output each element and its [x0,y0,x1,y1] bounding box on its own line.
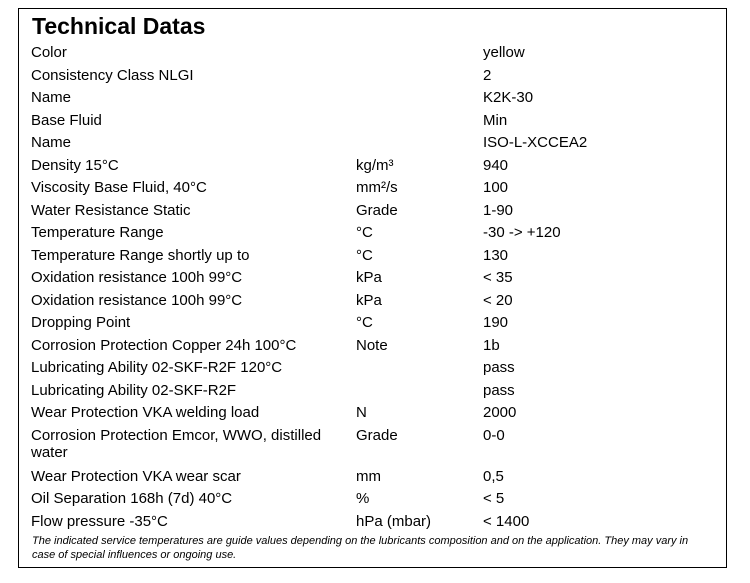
technical-data-table: Color yellow Consistency Class NLGI 2 Name K2… [31,42,721,533]
row-name: Consistency Class NLGI [31,66,194,84]
row-value: yellow [483,44,525,61]
table-row: Wear Protection VKA welding load N 2000 [31,402,721,425]
row-name: Corrosion Protection Copper 24h 100°C [31,336,297,354]
row-value: pass [483,359,515,376]
table-row: Water Resistance Static Grade 1-90 [31,200,721,223]
table-row: Temperature Range °C -30 -> +120 [31,222,721,245]
table-row: Corrosion Protection Emcor, WWO, distill… [31,425,721,465]
table-row: Viscosity Base Fluid, 40°C mm²/s 100 [31,177,721,200]
row-unit: Grade [356,201,398,219]
row-value: 190 [483,314,509,331]
row-value: 1-90 [483,201,514,219]
row-unit: Note [356,336,388,354]
row-value: 0,5 [483,467,504,485]
table-row: Oxidation resistance 100h 99°C kPa < 20 [31,290,721,313]
row-name: Flow pressure -35°C [31,512,168,530]
row-value: 1b [483,336,500,354]
row-value: pass [483,381,515,399]
row-value: 940 [483,156,509,174]
row-value: Min [483,111,508,129]
row-value: 2000 [483,404,517,421]
row-value: < 5 [483,490,505,507]
row-name: Corrosion Protection Emcor, WWO, distill… [31,426,322,461]
row-name: Name [31,134,72,151]
row-unit: hPa (mbar) [356,512,432,530]
table-row: Oxidation resistance 100h 99°C kPa < 35 [31,267,721,290]
row-value: -30 -> +120 [483,224,561,241]
row-unit: Grade [356,426,398,444]
row-name: Viscosity Base Fluid, 40°C [31,179,207,196]
sheet-title: Technical Datas [32,13,206,39]
row-name: Color [31,44,67,61]
row-unit: N [356,404,367,421]
row-value: ISO-L-XCCEA2 [483,134,588,151]
technical-data-sheet: Technical Datas Color yellow Consistency C… [18,8,727,568]
row-name: Oxidation resistance 100h 99°C [31,291,243,309]
row-name: Temperature Range shortly up to [31,246,250,264]
row-unit: kg/m³ [356,156,394,174]
row-unit: mm [356,467,381,485]
row-name: Temperature Range [31,224,164,241]
row-value: 2 [483,66,492,84]
table-row: Color yellow [31,42,721,65]
row-name: Oxidation resistance 100h 99°C [31,269,243,286]
row-unit: °C [356,246,373,264]
table-row: Dropping Point °C 190 [31,312,721,335]
row-value: 130 [483,246,509,264]
row-value: K2K-30 [483,89,534,106]
row-name: Lubricating Ability 02-SKF-R2F 120°C [31,359,283,376]
row-name: Wear Protection VKA welding load [31,404,260,421]
row-name: Name [31,89,72,106]
row-unit: kPa [356,269,382,286]
table-row: Lubricating Ability 02-SKF-R2F pass [31,380,721,403]
row-unit: kPa [356,291,382,309]
row-name: Oil Separation 168h (7d) 40°C [31,490,233,507]
footnote: The indicated service temperatures are g… [32,535,689,561]
row-name: Density 15°C [31,156,119,174]
row-name: Dropping Point [31,314,131,331]
row-value: < 20 [483,291,513,309]
row-unit: % [356,490,370,507]
table-row: Lubricating Ability 02-SKF-R2F 120°C pass [31,357,721,380]
table-row: Oil Separation 168h (7d) 40°C% < 5 [31,488,721,511]
table-row: Flow pressure -35°C hPa (mbar) < 1400 [31,511,721,534]
row-unit: °C [356,314,373,331]
table-row: Name K2K-30 [31,87,721,110]
row-unit: mm²/s [356,179,398,196]
row-value: < 35 [483,269,513,286]
table-row: Consistency Class NLGI 2 [31,65,721,88]
table-row: Density 15°C kg/m³ 940 [31,155,721,178]
row-name: Lubricating Ability 02-SKF-R2F [31,381,237,399]
table-row: Temperature Range shortly up to °C 130 [31,245,721,268]
row-value: 100 [483,179,509,196]
row-unit: °C [356,224,373,241]
row-name: Water Resistance Static [31,201,191,219]
row-name: Wear Protection VKA wear scar [31,467,241,485]
table-row: Base Fluid Min [31,110,721,133]
table-row: Corrosion Protection Copper 24h 100°C Not… [31,335,721,358]
table-row: Name ISO-L-XCCEA2 [31,132,721,155]
row-value: < 1400 [483,512,530,530]
table-row: Wear Protection VKA wear scar mm 0,5 [31,466,721,489]
row-value: 0-0 [483,426,505,444]
row-name: Base Fluid [31,111,102,129]
